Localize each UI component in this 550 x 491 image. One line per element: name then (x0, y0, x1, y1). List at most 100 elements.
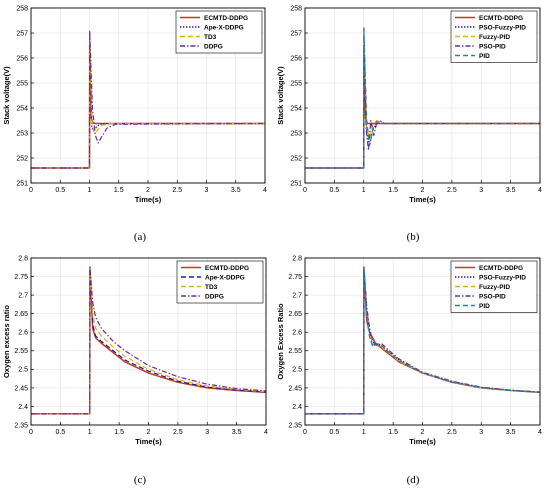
y-tick-label: 254 (290, 105, 302, 112)
y-tick-label: 2.8 (18, 255, 28, 262)
y-axis-label: Stack voltage(V) (276, 66, 285, 125)
legend: ECMTD-DDPG Ape-X-DDPG TD3 DDPG (176, 260, 264, 304)
y-tick-label: 258 (290, 5, 302, 12)
legend-entry: Fuzzy-PID (479, 284, 510, 291)
x-tick-label: 1.5 (114, 429, 124, 436)
x-tick-label: 4 (538, 187, 542, 194)
y-tick-label: 2.45 (14, 385, 28, 392)
y-tick-label: 2.5 (18, 367, 28, 374)
legend-entry: Ape-X-DDPG (205, 274, 245, 281)
y-tick-label: 255 (16, 80, 28, 87)
x-tick-label: 1 (362, 429, 366, 436)
chart-panel-3: 0 0.5 1 1.5 2 2.5 3 3.5 4 2.35 2.4 2.45 2.5 2.55 2.6 2.… (2, 255, 268, 486)
y-tick-label: 257 (290, 30, 302, 37)
series-line-pid (305, 32, 540, 169)
series-line-ape-x-ddpg (31, 266, 267, 415)
legend-entry: PID (479, 303, 490, 310)
x-tick-label: 2.5 (172, 187, 182, 194)
x-tick-label: 0 (29, 429, 33, 436)
x-tick-label: 4 (538, 429, 542, 436)
x-tick-label: 3.5 (231, 187, 241, 194)
panel-label: (b) (407, 231, 420, 243)
x-tick-label: 2.5 (447, 187, 457, 194)
y-tick-label: 2.55 (14, 348, 28, 355)
legend-entry: Fuzzy-PID (479, 34, 510, 41)
chart-panel-4: 0 0.5 1 1.5 2 2.5 3 3.5 4 2.35 2.4 2.45 2.5 2.55 2.6 2.… (276, 255, 542, 486)
y-tick-label: 253 (290, 130, 302, 137)
panel-label: (a) (134, 231, 147, 243)
y-tick-label: 2.35 (14, 422, 28, 429)
legend-entry: ECMTD-DDPG (479, 265, 523, 272)
y-tick-label: 2.4 (18, 404, 28, 411)
y-axis-label: Oxygen Excess Ratio (276, 303, 285, 380)
x-tick-label: 4 (264, 429, 268, 436)
y-tick-label: 252 (16, 155, 28, 162)
x-tick-label: 1.5 (388, 187, 398, 194)
series-line-ddpg (31, 266, 267, 415)
legend-entry: PSO-Fuzzy-PID (479, 274, 526, 281)
series-line-ape-x-ddpg (31, 37, 265, 169)
x-tick-label: 2 (147, 429, 151, 436)
y-tick-label: 2.75 (14, 274, 28, 281)
x-axis-label: Time(s) (409, 437, 436, 446)
y-tick-label: 251 (16, 180, 28, 187)
y-tick-label: 2.75 (288, 274, 302, 281)
chart-panel-1: 0 0.5 1 1.5 2 2.5 3 3.5 4 251 252 253 254 255 256 257 25… (2, 5, 267, 243)
x-tick-label: 1 (88, 187, 92, 194)
chart-panel-2: 0 0.5 1 1.5 2 2.5 3 3.5 4 251 252 253 254 255 256 257 25… (276, 5, 542, 243)
x-tick-label: 1.5 (114, 187, 124, 194)
x-tick-label: 3 (205, 187, 209, 194)
y-axis-label: Oxygen excess ratio (2, 305, 11, 378)
x-tick-label: 0 (29, 187, 33, 194)
panel-label: (d) (407, 474, 420, 486)
x-tick-label: 0.5 (330, 429, 340, 436)
x-tick-label: 3 (479, 429, 483, 436)
y-tick-label: 2.8 (292, 255, 302, 262)
y-tick-label: 255 (290, 80, 302, 87)
x-tick-label: 2.5 (447, 429, 457, 436)
x-tick-label: 1 (88, 429, 92, 436)
y-tick-label: 2.65 (288, 311, 302, 318)
x-axis-label: Time(s) (135, 195, 162, 204)
x-tick-label: 2 (146, 187, 150, 194)
legend-entry: TD3 (205, 284, 218, 291)
legend-entry: PID (479, 53, 490, 60)
y-tick-label: 253 (16, 130, 28, 137)
legend-entry: ECMTD-DDPG (205, 265, 249, 272)
legend: ECMTD-DDPG Ape-X-DDPG TD3 DDPG (175, 10, 263, 54)
y-tick-label: 256 (290, 55, 302, 62)
panel-label: (c) (134, 474, 147, 486)
y-axis-label: Stack voltage(V) (2, 66, 11, 125)
y-tick-label: 2.4 (292, 404, 302, 411)
y-tick-label: 2.7 (292, 293, 302, 300)
x-tick-label: 3 (479, 187, 483, 194)
y-tick-label: 2.5 (292, 367, 302, 374)
x-tick-label: 3.5 (506, 187, 516, 194)
x-tick-label: 3.5 (506, 429, 516, 436)
legend-entry: PSO-PID (479, 43, 506, 50)
y-tick-label: 2.6 (18, 330, 28, 337)
legend-entry: DDPG (204, 43, 223, 50)
x-axis-label: Time(s) (409, 195, 436, 204)
series-line-pso-pid (305, 266, 541, 415)
x-tick-label: 0.5 (55, 187, 65, 194)
series-line-ddpg (31, 29, 266, 169)
x-tick-label: 2 (421, 429, 425, 436)
x-tick-label: 1 (362, 187, 366, 194)
y-tick-label: 2.65 (14, 311, 28, 318)
y-tick-label: 2.35 (288, 422, 302, 429)
legend-entry: TD3 (204, 34, 217, 41)
x-tick-label: 3 (205, 429, 209, 436)
y-tick-label: 2.45 (288, 385, 302, 392)
x-tick-label: 0.5 (330, 187, 340, 194)
y-tick-label: 252 (290, 155, 302, 162)
legend-entry: Ape-X-DDPG (204, 24, 244, 31)
x-tick-label: 2.5 (173, 429, 183, 436)
y-tick-label: 2.7 (18, 293, 28, 300)
x-axis-label: Time(s) (135, 437, 162, 446)
x-tick-label: 4 (263, 187, 267, 194)
y-tick-label: 258 (16, 5, 28, 12)
legend-entry: ECMTD-DDPG (204, 15, 248, 22)
legend-entry: PSO-PID (479, 293, 506, 300)
x-tick-label: 2 (421, 187, 425, 194)
